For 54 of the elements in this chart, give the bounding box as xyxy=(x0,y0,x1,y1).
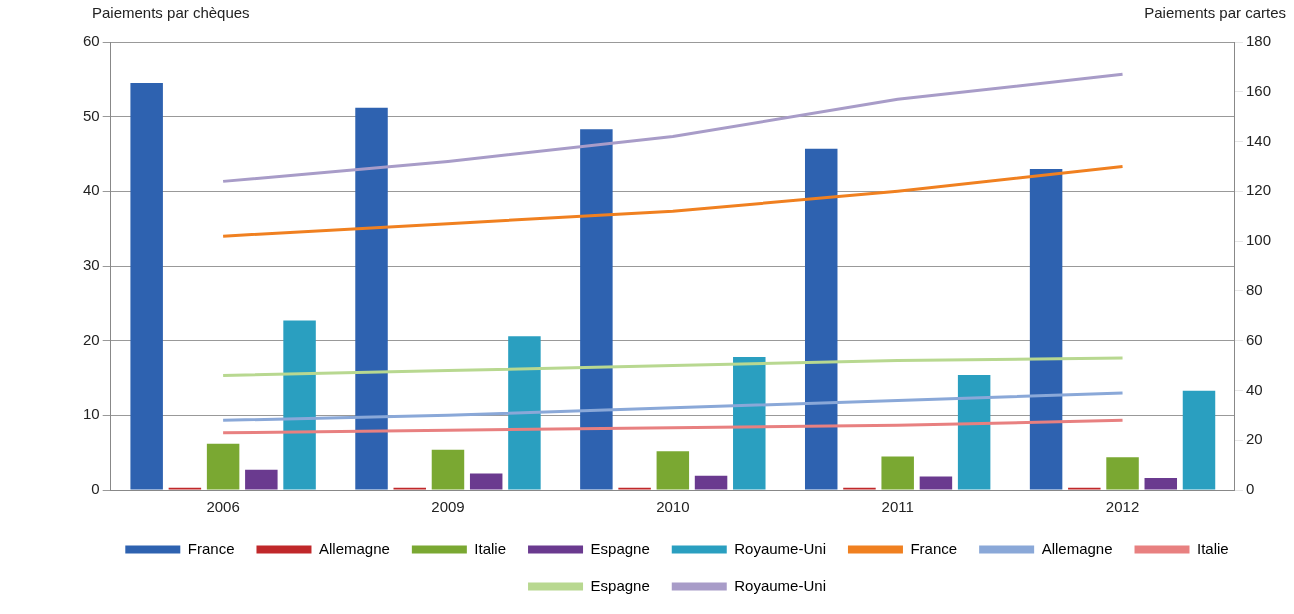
legend-label: Italie xyxy=(1197,539,1229,557)
bar xyxy=(508,336,541,490)
y-tick-label: 0 xyxy=(91,480,100,498)
bar xyxy=(431,449,465,490)
y2-tick-label: 60 xyxy=(1245,330,1263,348)
y-axis-title: Paiements par chèques xyxy=(92,4,250,21)
y2-axis-title: Paiements par cartes xyxy=(1144,4,1286,21)
y-tick-label: 50 xyxy=(83,106,100,124)
bar xyxy=(206,443,240,490)
bar xyxy=(733,357,766,490)
legend-label: Allemagne xyxy=(318,539,390,557)
x-tick-label: 2012 xyxy=(1105,498,1140,516)
y2-tick-label: 140 xyxy=(1245,131,1271,149)
legend-label: Espagne xyxy=(590,539,650,557)
legend-label: Italie xyxy=(474,539,507,557)
legend-label: Allemagne xyxy=(1041,539,1113,557)
y2-tick-label: 180 xyxy=(1245,32,1271,50)
bar xyxy=(130,83,163,490)
bar xyxy=(656,451,690,490)
bar xyxy=(469,473,503,490)
y2-tick-label: 100 xyxy=(1245,231,1271,249)
legend-label: Royaume-Uni xyxy=(734,539,826,557)
y-tick-label: 60 xyxy=(83,32,100,50)
y2-tick-label: 0 xyxy=(1245,480,1255,498)
bar xyxy=(580,129,613,490)
bar xyxy=(1029,168,1063,490)
bar xyxy=(1182,390,1216,490)
x-tick-label: 2009 xyxy=(431,498,465,516)
bar xyxy=(1106,457,1139,490)
bar xyxy=(957,375,991,490)
legend-label: France xyxy=(910,539,958,557)
y2-tick-label: 160 xyxy=(1245,81,1271,99)
y2-tick-label: 40 xyxy=(1245,380,1263,398)
bar xyxy=(804,148,838,490)
bar xyxy=(881,456,914,490)
bar xyxy=(245,469,278,490)
bar xyxy=(355,107,388,490)
y2-tick-label: 120 xyxy=(1245,181,1271,199)
legend-label: France xyxy=(187,539,235,557)
legend-label: Espagne xyxy=(590,576,650,594)
y-tick-label: 30 xyxy=(83,256,100,274)
legend-label: Royaume-Uni xyxy=(734,576,826,594)
y2-tick-label: 80 xyxy=(1245,281,1263,299)
y-tick-label: 40 xyxy=(83,181,100,199)
x-tick-label: 2006 xyxy=(206,498,240,516)
bar xyxy=(694,475,728,490)
y-tick-label: 20 xyxy=(83,330,100,348)
bar xyxy=(283,320,316,490)
bar xyxy=(1144,478,1178,490)
bar xyxy=(919,476,953,490)
y-tick-label: 10 xyxy=(83,405,100,423)
x-tick-label: 2011 xyxy=(881,498,914,516)
y2-tick-label: 20 xyxy=(1245,430,1263,448)
x-tick-label: 2010 xyxy=(656,498,690,516)
